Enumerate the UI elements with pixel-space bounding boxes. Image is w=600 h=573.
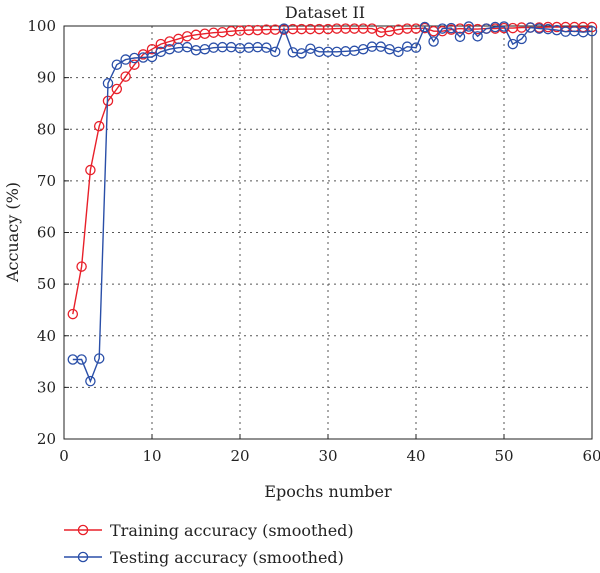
legend-label: Training accuracy (smoothed) <box>110 521 354 540</box>
x-axis-ticks: 0 10 20 30 40 50 60 <box>59 434 600 465</box>
legend-label: Testing accuracy (smoothed) <box>110 548 344 567</box>
data-point <box>296 48 307 59</box>
x-tick-label: 50 <box>494 447 513 465</box>
data-point <box>85 164 96 176</box>
y-axis-ticks: 20 30 40 50 60 70 80 90 100 <box>27 17 69 448</box>
legend-item: Testing accuracy (smoothed) <box>64 548 344 567</box>
legend: Training accuracy (smoothed) Testing accu… <box>64 521 354 567</box>
x-axis-title: Epochs number <box>264 482 392 501</box>
y-tick-label: 100 <box>27 17 56 35</box>
data-point <box>419 21 431 33</box>
data-point <box>393 46 404 58</box>
y-tick-label: 50 <box>37 275 56 293</box>
legend-marker <box>77 551 89 563</box>
legend-item: Training accuracy (smoothed) <box>64 521 354 540</box>
data-point <box>76 261 87 272</box>
x-tick-label: 60 <box>582 447 600 465</box>
y-tick-label: 20 <box>37 430 56 448</box>
data-point <box>67 308 79 320</box>
grid-lines <box>64 26 592 439</box>
data-point <box>76 354 87 365</box>
series-layer <box>67 21 598 387</box>
data-point <box>85 375 96 387</box>
data-point <box>498 21 510 32</box>
series-line <box>72 25 593 384</box>
data-point <box>516 33 527 45</box>
y-tick-label: 30 <box>37 378 56 396</box>
data-point <box>507 38 519 50</box>
data-point <box>93 120 105 132</box>
x-tick-label: 30 <box>318 447 337 465</box>
x-tick-label: 0 <box>59 447 69 465</box>
legend-marker <box>77 524 89 536</box>
data-point <box>428 36 439 47</box>
y-tick-label: 90 <box>37 69 56 87</box>
data-point <box>410 42 422 53</box>
series-line <box>72 26 592 315</box>
data-point <box>93 353 105 364</box>
data-point <box>586 25 598 37</box>
data-point <box>111 83 123 95</box>
data-point <box>472 31 483 42</box>
data-point <box>366 23 378 34</box>
data-point <box>278 23 290 34</box>
data-point <box>129 59 140 70</box>
data-point <box>102 78 114 89</box>
y-axis-title: Accuacy (%) <box>3 182 22 283</box>
data-point <box>463 21 475 32</box>
data-point <box>454 31 466 43</box>
y-tick-label: 40 <box>37 327 56 345</box>
data-point <box>261 42 272 53</box>
x-tick-label: 40 <box>406 447 425 465</box>
chart-title: Dataset II <box>285 3 365 22</box>
data-point <box>445 22 457 34</box>
x-tick-label: 10 <box>142 447 161 465</box>
y-tick-label: 60 <box>37 224 56 242</box>
x-tick-label: 20 <box>230 447 249 465</box>
data-point <box>269 46 281 58</box>
data-point <box>146 51 158 63</box>
data-point <box>111 59 123 70</box>
y-tick-label: 80 <box>37 120 56 138</box>
series-testing <box>67 21 598 387</box>
series-training <box>67 21 598 320</box>
data-point <box>120 71 131 82</box>
y-tick-label: 70 <box>37 172 56 190</box>
